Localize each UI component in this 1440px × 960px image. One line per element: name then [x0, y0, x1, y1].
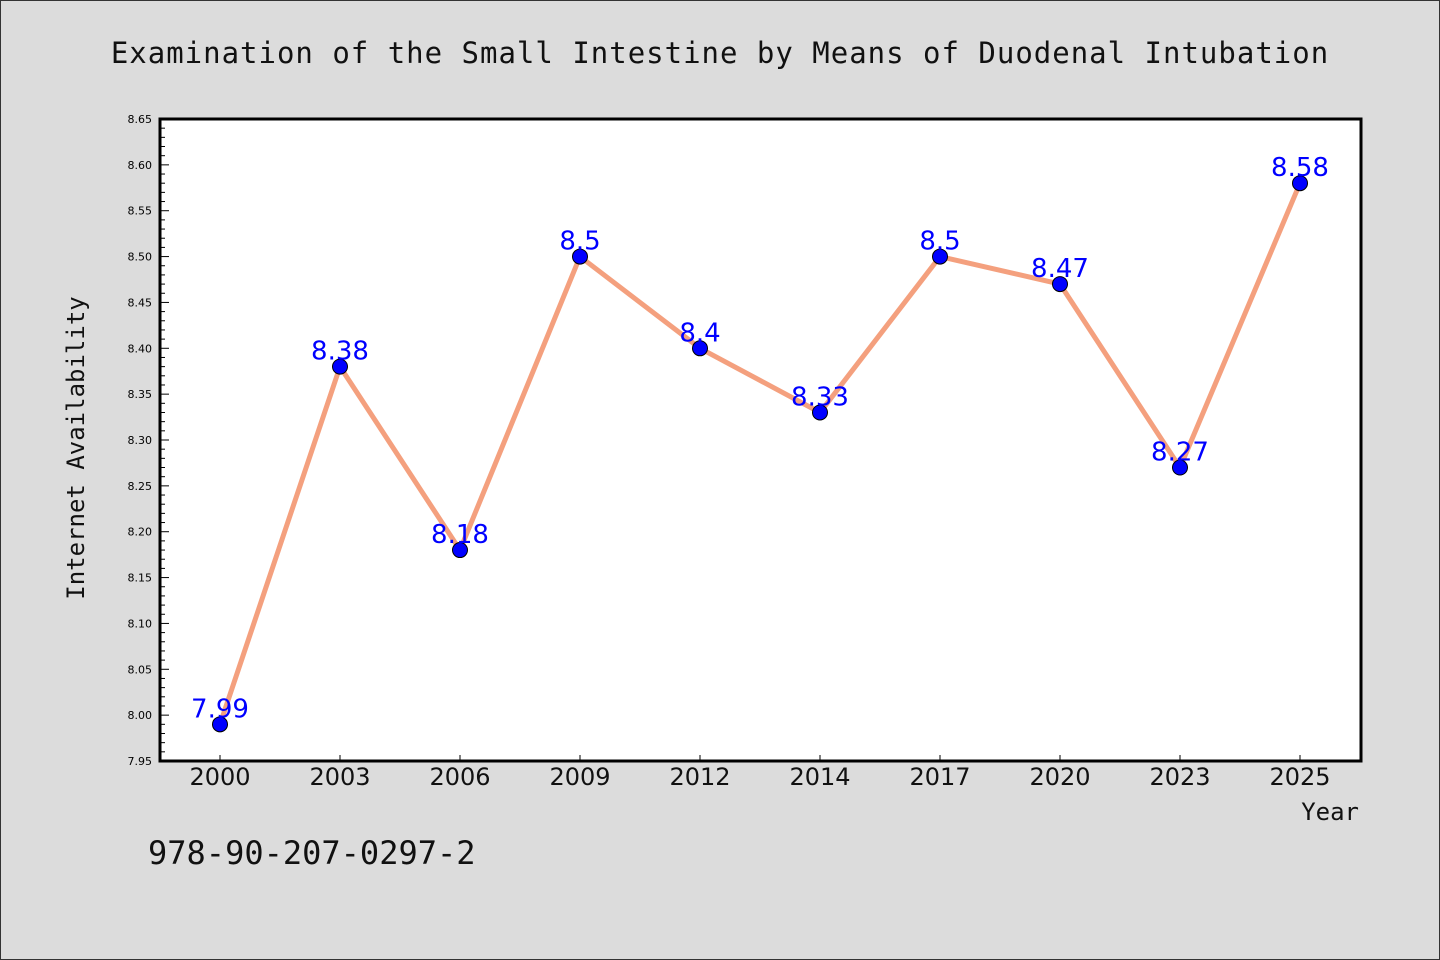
x-tick-label: 2006	[429, 763, 490, 791]
y-tick-label: 8.40	[128, 342, 153, 355]
data-label: 8.18	[431, 520, 489, 550]
y-tick-label: 8.55	[128, 205, 153, 218]
y-axis-title: Internet Availability	[62, 296, 90, 599]
y-tick-label: 8.05	[128, 663, 153, 676]
x-tick-label: 2009	[549, 763, 610, 791]
isbn-text: 978-90-207-0297-2	[148, 834, 476, 872]
data-label: 8.33	[791, 382, 849, 412]
data-point	[332, 358, 348, 375]
data-label-layer: 7.99 8.38 8.18 8.5 8.4 8.33 8.5 8.47 8.27 8.58	[191, 153, 1329, 724]
x-tick-label: 2020	[1029, 763, 1090, 791]
series-line	[217, 180, 1303, 727]
y-tick-label: 8.50	[128, 251, 153, 264]
x-tick-label: 2003	[309, 763, 370, 791]
x-tick-label: 2000	[189, 763, 250, 791]
data-point	[932, 248, 948, 265]
y-tick-label: 8.00	[128, 709, 153, 722]
x-tick-label: 2017	[909, 763, 970, 791]
x-tick-label: 2012	[669, 763, 730, 791]
y-tick-label: 8.20	[128, 526, 153, 539]
data-point	[1052, 276, 1068, 293]
data-point	[452, 542, 468, 559]
data-label: 8.27	[1151, 438, 1209, 468]
data-label: 8.5	[919, 227, 960, 257]
y-tick-label: 7.95	[128, 755, 153, 768]
y-axis: 7.95 8.00 8.05 8.10 8.15 8.20 8.25 8.30 8.35 8.40…	[128, 113, 169, 768]
x-axis: 2000 2003 2006 2009 2012 2014 2017 2020 2023 2025	[189, 755, 1331, 791]
data-label: 8.5	[559, 227, 600, 257]
data-point	[812, 404, 828, 421]
chart-title: Examination of the Small Intestine by Me…	[111, 36, 1329, 70]
x-axis-title: Year	[1301, 798, 1359, 826]
y-tick-label: 8.25	[128, 480, 153, 493]
data-point	[692, 340, 708, 357]
y-tick-label: 8.65	[128, 113, 153, 126]
x-tick-label: 2023	[1149, 763, 1210, 791]
y-tick-label: 8.30	[128, 434, 153, 447]
data-point	[1172, 459, 1188, 476]
data-label: 8.38	[311, 337, 369, 367]
data-label: 8.4	[679, 318, 720, 348]
data-label: 7.99	[191, 694, 249, 724]
data-label: 8.47	[1031, 254, 1089, 284]
data-point	[1292, 175, 1308, 192]
data-point	[212, 716, 228, 733]
y-tick-label: 8.60	[128, 159, 153, 172]
data-label: 8.58	[1271, 153, 1329, 183]
y-tick-label: 8.35	[128, 388, 153, 401]
x-tick-label: 2025	[1269, 763, 1330, 791]
y-tick-label: 8.15	[128, 572, 153, 585]
series-layer	[212, 175, 1308, 733]
x-tick-label: 2014	[789, 763, 850, 791]
data-point	[572, 248, 588, 265]
y-tick-label: 8.45	[128, 296, 153, 309]
y-tick-label: 8.10	[128, 617, 153, 630]
